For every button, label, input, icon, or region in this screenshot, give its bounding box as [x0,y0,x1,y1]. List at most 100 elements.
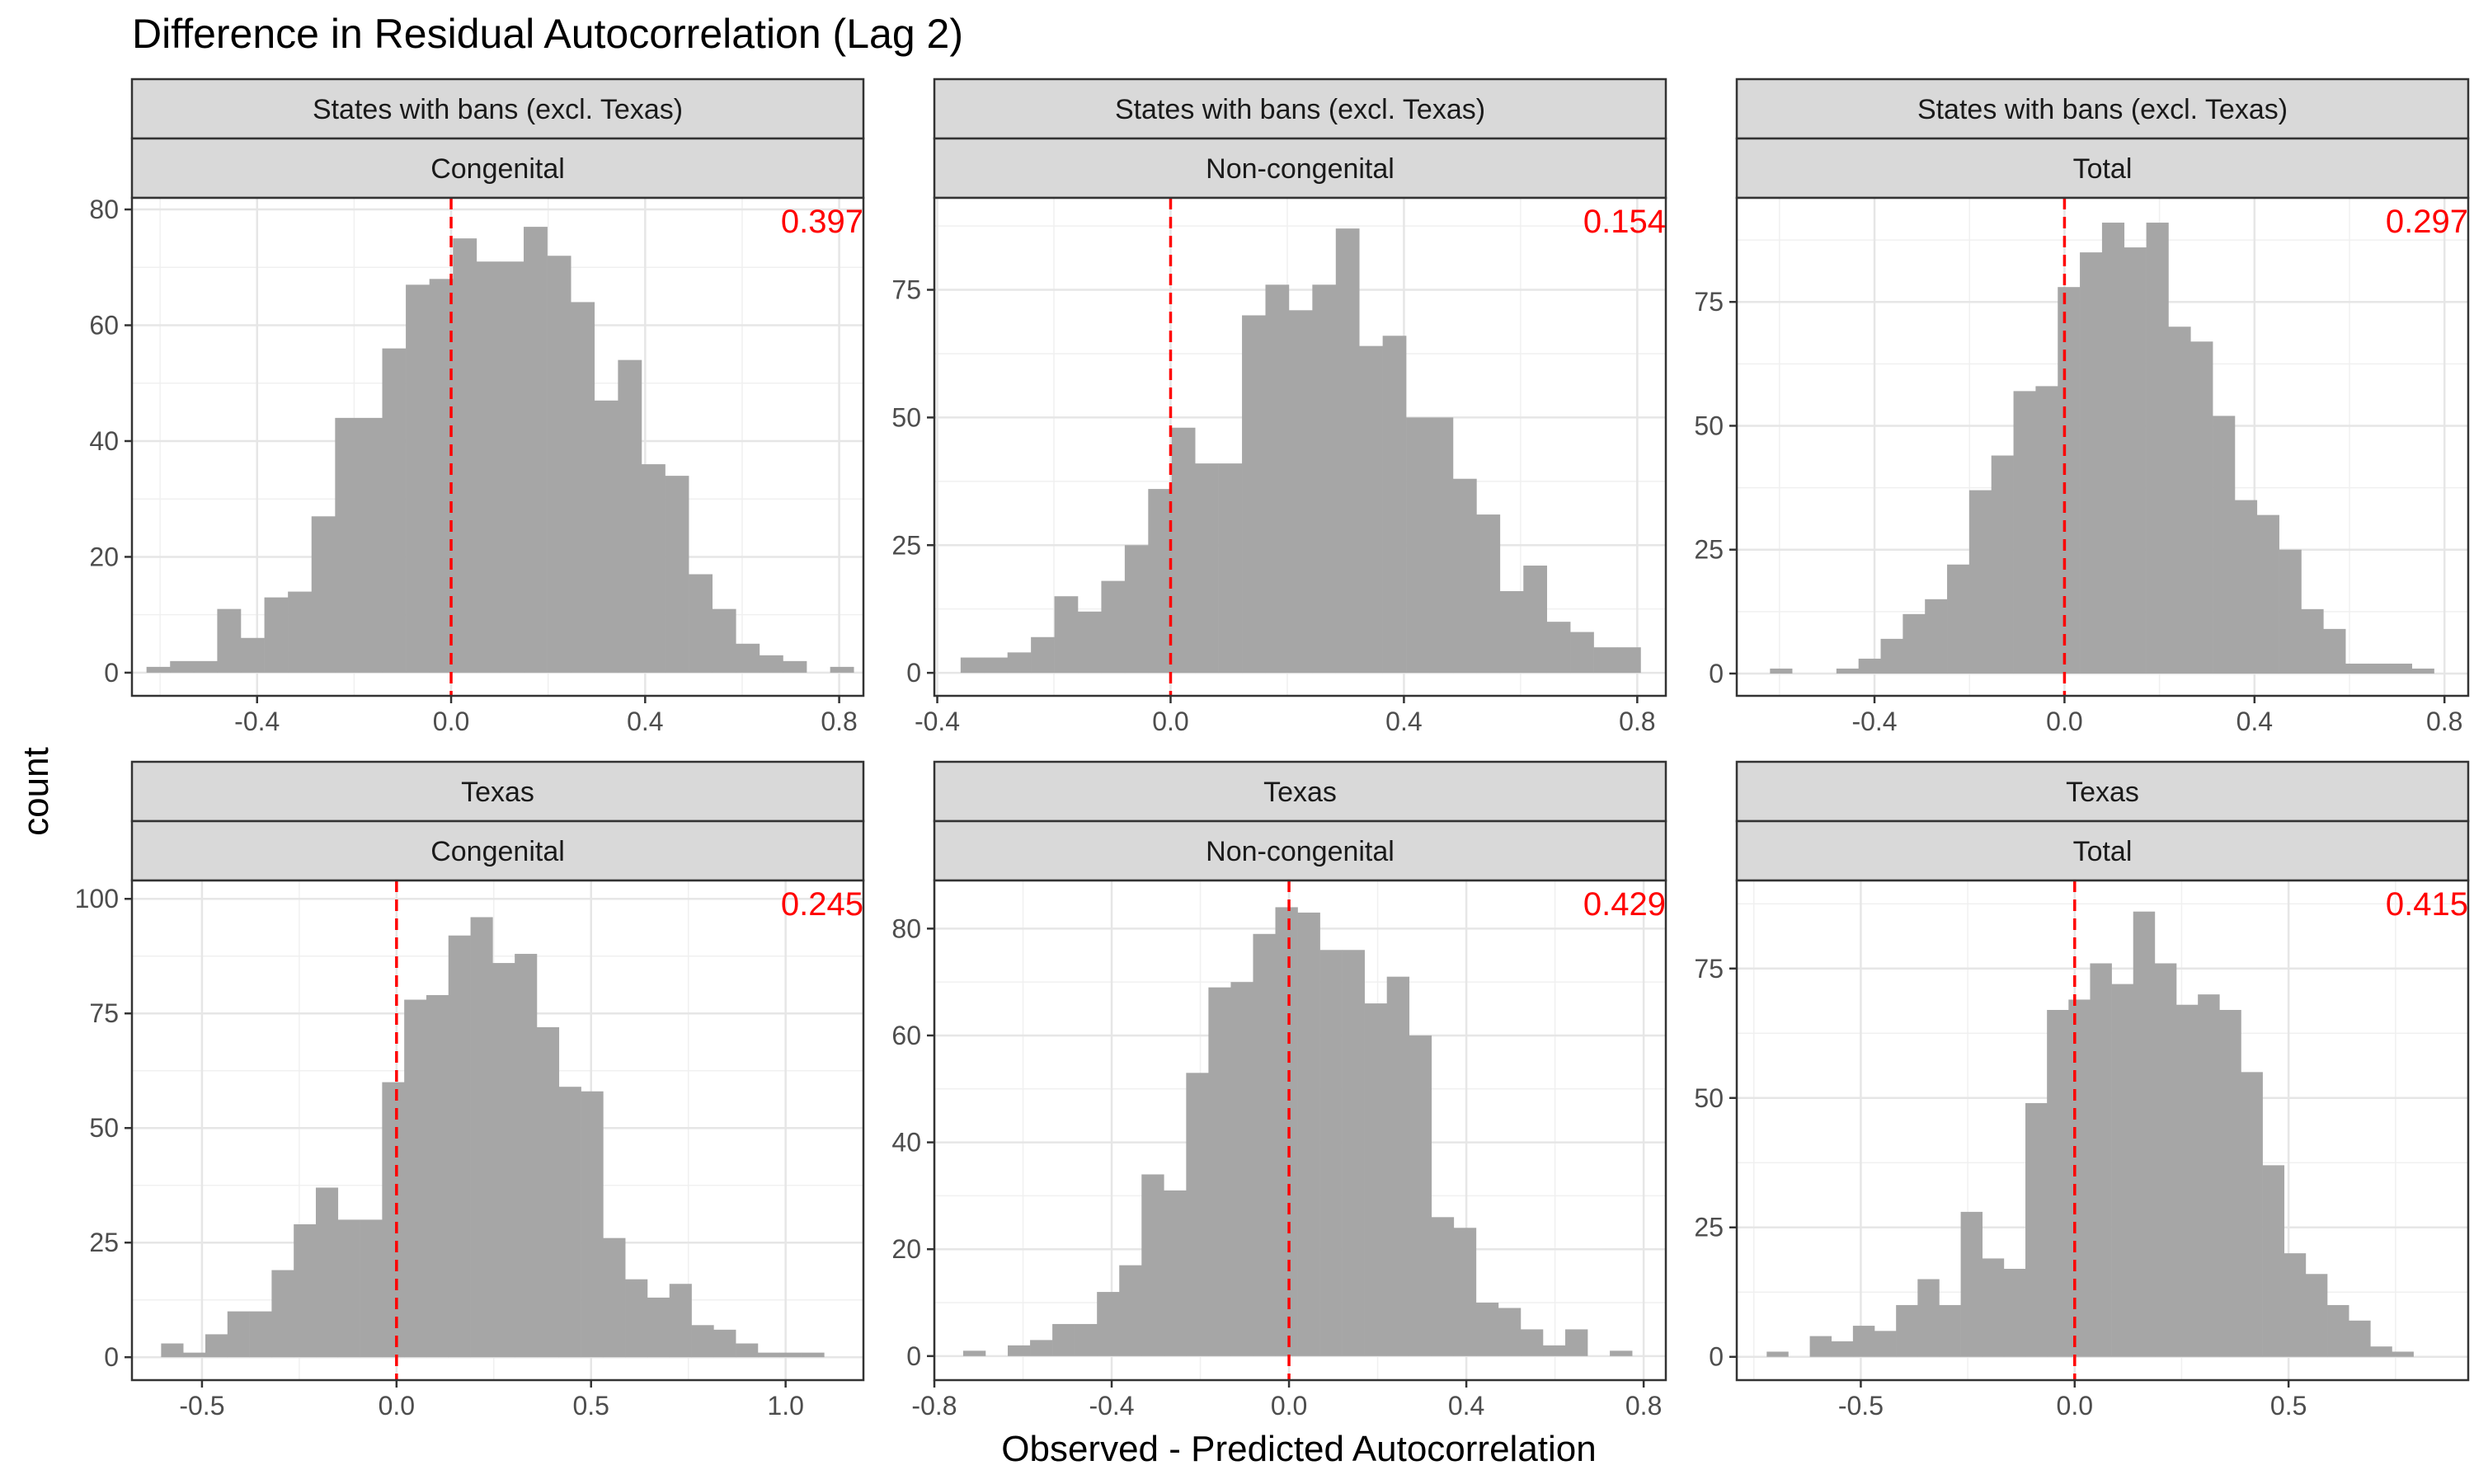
histogram-bar [358,417,383,673]
y-tick-label: 0 [906,1341,921,1371]
histogram-bar [625,1279,648,1358]
histogram-bar [712,608,736,673]
histogram-bar [288,591,313,673]
histogram-bar [1097,1292,1120,1356]
facet-strip-group-box [1735,760,2470,823]
y-tick-label: 80 [89,195,119,224]
histogram-bar [1520,1329,1544,1356]
histogram-bar [2168,326,2191,674]
histogram-bar [1148,489,1173,674]
histogram-bar [757,1352,781,1358]
histogram-bar [1452,478,1477,674]
facet-strip-type-box [1735,137,2470,200]
histogram-bar [1836,668,1859,674]
y-tick-label: 50 [1694,1083,1724,1113]
histogram-bar [1312,284,1337,674]
histogram-bar [1030,1340,1053,1356]
panel-border [1735,879,2470,1382]
x-tick-label: -0.8 [911,1391,957,1421]
histogram-bar [830,666,854,673]
x-tick-label: -0.5 [1838,1391,1884,1421]
y-tick-label: 25 [1694,535,1724,565]
histogram-bar [264,597,289,673]
x-tick-label: 0.0 [2057,1391,2093,1421]
x-tick-label: 0.0 [1152,707,1188,736]
histogram-bar [1476,514,1501,674]
facet-strip-type-label: Congenital [430,153,565,185]
histogram-bar [2058,287,2081,674]
histogram-bar [2349,1320,2371,1357]
histogram-bar [2154,963,2177,1357]
histogram-bar [1008,1345,1031,1356]
histogram-bar [1297,912,1320,1356]
facet-strip-group-box [130,77,865,140]
histogram-bar [2190,341,2213,674]
y-tick-label: 50 [89,1113,119,1143]
histogram-bar [1007,652,1032,674]
histogram-bar [2146,223,2169,674]
y-tick-label: 75 [1694,954,1724,984]
x-tick-label: 1.0 [767,1391,803,1421]
histogram-bar [1054,596,1079,674]
facet-strip-group-label: States with bans (excl. Texas) [313,94,683,125]
facet-panel: States with bans (excl. Texas) Congenital… [89,77,865,736]
histogram-bar [691,1325,714,1358]
histogram-bar [2035,386,2058,674]
histogram-bar [1364,1003,1388,1356]
histogram-bar [1991,455,2014,674]
histogram-bar [1617,647,1641,674]
x-tick-label: 0.8 [1619,707,1655,736]
facet-panels: States with bans (excl. Texas) Congenital… [75,77,2470,1421]
y-tick-label: 60 [891,1021,921,1050]
histogram-bar [1031,636,1055,674]
y-tick-label: 50 [891,402,921,432]
histogram-bar [1406,417,1430,674]
facet-strip-group-label: Texas [461,777,534,808]
histogram-bar [183,1352,206,1358]
y-tick-label: 75 [89,998,119,1028]
histogram-bar [1917,1279,1940,1357]
histogram-bar [1101,580,1126,674]
histogram-bar [802,1352,825,1358]
x-tick-label: -0.5 [179,1391,224,1421]
histogram-bar [500,261,524,673]
y-tick-label: 0 [104,658,119,688]
x-tick-label: 0.4 [2236,707,2273,736]
histogram-bar [1960,1211,1983,1357]
panel-border [130,879,865,1382]
histogram-bar [1523,566,1548,674]
facet-panel: Texas Total 0.415 -0.5 0.0 0.5 0 25 50 75 [1694,760,2470,1421]
histogram-bar [759,655,783,673]
histogram-bar [1052,1323,1075,1356]
facet-strip-group-label: States with bans (excl. Texas) [1115,94,1485,125]
histogram-bar [960,657,985,674]
y-tick-label: 40 [89,426,119,456]
x-tick-label: 0.0 [2046,707,2082,736]
y-tick-label: 100 [75,884,119,913]
histogram-bar [2025,1103,2048,1357]
x-tick-label: 0.0 [433,707,469,736]
histogram-bar [1610,1350,1633,1356]
histogram-bar [1208,987,1231,1356]
histogram-bar [2111,984,2134,1357]
histogram-bar [1499,591,1524,674]
histogram-bar [217,608,242,673]
histogram-bar [2124,247,2147,674]
histogram-bar [476,261,501,673]
histogram-bar [2047,1009,2069,1357]
histogram-bar [426,994,449,1358]
histogram-bar [337,1219,360,1358]
histogram-bar [1542,1345,1566,1356]
histogram-bar [1858,658,1881,674]
histogram-bar [1947,564,1970,674]
histogram-bar [1498,1308,1522,1356]
facet-strip-type-box [1735,819,2470,882]
y-tick-label: 25 [89,1228,119,1257]
histogram-bar [448,935,471,1358]
histogram-bar [1124,545,1149,674]
facet-strip-type-box [933,137,1667,200]
histogram-bar [1119,1265,1142,1356]
panel-annotation: 0.415 [2386,886,2468,923]
facet-strip-type-label: Total [2073,836,2133,867]
